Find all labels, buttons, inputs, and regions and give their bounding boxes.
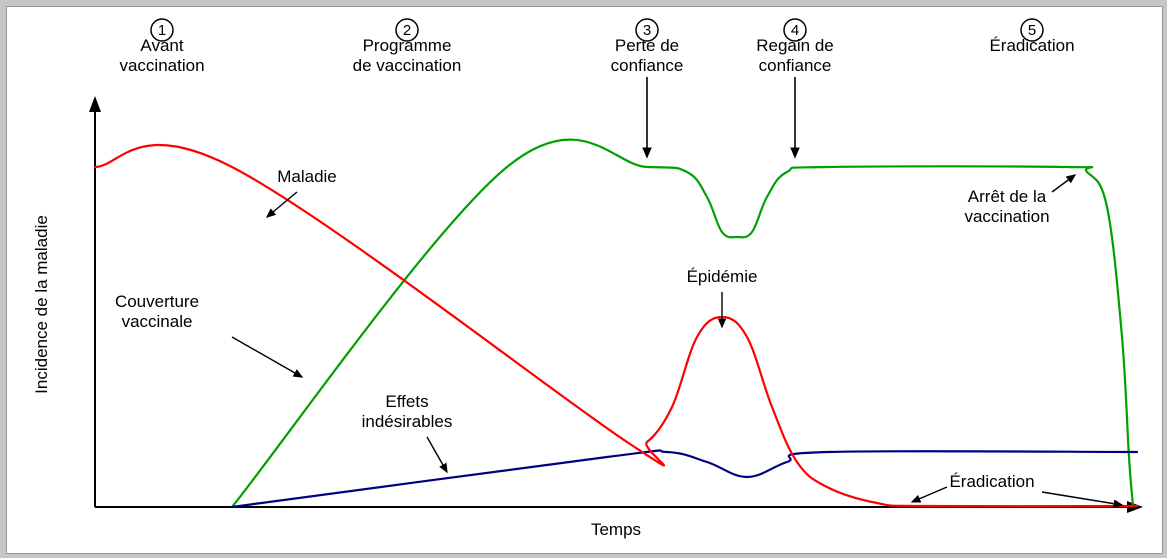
arret-arrow	[1052, 175, 1075, 192]
couverture-arrow	[232, 337, 302, 377]
eradication-arrow-right	[1042, 492, 1122, 505]
epidemie-label: Épidémie	[687, 267, 758, 286]
x-axis-label: Temps	[591, 520, 641, 539]
stage-label-3-line2: confiance	[611, 56, 684, 75]
stage-label-5-line1: Éradication	[989, 36, 1074, 55]
vaccination-chart: TempsIncidence de la maladie1Avantvaccin…	[7, 7, 1162, 553]
effets-arrow	[427, 437, 447, 472]
eradication-arrow-left	[912, 487, 947, 502]
stage-label-3-line1: Perte de	[615, 36, 679, 55]
couverture-label-line2: vaccinale	[122, 312, 193, 331]
stage-label-4-line2: confiance	[759, 56, 832, 75]
stage-label-1-line2: vaccination	[119, 56, 204, 75]
stage-label-2-line1: Programme	[363, 36, 452, 55]
stage-label-2-line2: de vaccination	[353, 56, 462, 75]
eradication-label: Éradication	[949, 472, 1034, 491]
arret-label-line1: Arrêt de la	[968, 187, 1047, 206]
stage-label-4-line1: Regain de	[756, 36, 834, 55]
y-axis-label: Incidence de la maladie	[32, 215, 51, 394]
arret-label-line2: vaccination	[964, 207, 1049, 226]
stage-label-1-line1: Avant	[140, 36, 183, 55]
effets-label-line2: indésirables	[362, 412, 453, 431]
maladie-label: Maladie	[277, 167, 337, 186]
effets-label-line1: Effets	[385, 392, 428, 411]
couverture-label-line1: Couverture	[115, 292, 199, 311]
